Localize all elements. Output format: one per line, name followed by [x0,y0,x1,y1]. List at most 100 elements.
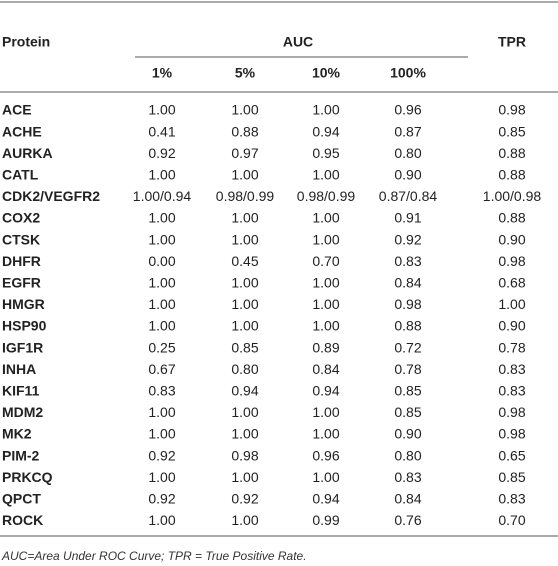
protein-name: ACHE [2,123,42,139]
cell: 0.88 [394,318,421,334]
protein-name: CATL [2,167,39,183]
cell: 0.80 [394,145,421,161]
cell: 1.00 [312,426,339,442]
protein-name: MK2 [2,426,32,442]
cell: 0.76 [394,512,421,528]
cell: 0.85 [498,469,525,485]
cell: 1.00 [148,231,175,247]
cell: 0.94 [312,491,339,507]
cell: 0.88 [498,167,525,183]
cell: 1.00 [312,318,339,334]
cell: 0.87 [394,123,421,139]
cell: 0.85 [231,339,258,355]
protein-name: ROCK [2,512,43,528]
protein-name: INHA [2,361,36,377]
cell: 1.00 [148,512,175,528]
cell: 0.84 [394,491,421,507]
cell: 1.00/0.94 [133,188,192,204]
protein-name: CDK2/VEGFR2 [2,188,100,204]
cell: 1.00 [312,102,339,118]
cell: 0.98 [498,404,525,420]
cell: 1.00 [231,210,258,226]
cell: 1.00 [231,404,258,420]
cell: 0.90 [498,318,525,334]
cell: 0.83 [148,383,175,399]
cell: 0.91 [394,210,421,226]
cell: 1.00 [312,231,339,247]
cell: 0.72 [394,339,421,355]
cell: 1.00 [231,102,258,118]
cell: 0.96 [394,102,421,118]
cell: 1.00 [148,404,175,420]
cell: 0.45 [231,253,258,269]
cell: 0.65 [498,447,525,463]
cell: 1.00 [148,318,175,334]
cell: 0.70 [312,253,339,269]
cell: 0.90 [498,231,525,247]
cell: 1.00 [312,296,339,312]
subheader: 5% [235,65,256,81]
protein-name: COX2 [2,210,40,226]
cell: 0.83 [498,491,525,507]
header-protein: Protein [2,34,50,50]
protein-name: HSP90 [2,318,47,334]
cell: 0.78 [498,339,525,355]
cell: 1.00 [148,210,175,226]
cell: 1.00 [148,102,175,118]
footnote: AUC=Area Under ROC Curve; TPR = True Pos… [1,549,307,563]
cell: 0.90 [394,426,421,442]
cell: 0.89 [312,339,339,355]
cell: 0.92 [394,231,421,247]
protein-name: HMGR [2,296,45,312]
subheader: 1% [152,65,173,81]
cell: 0.98 [394,296,421,312]
protein-name: QPCT [2,491,41,507]
cell: 0.98/0.99 [297,188,356,204]
subheader: 100% [390,65,426,81]
cell: 1.00 [231,275,258,291]
cell: 0.83 [394,253,421,269]
cell: 0.98/0.99 [216,188,275,204]
protein-name: ACE [2,102,32,118]
cell: 1.00 [148,296,175,312]
cell: 1.00/0.98 [483,188,542,204]
cell: 1.00 [231,231,258,247]
cell: 1.00 [231,296,258,312]
cell: 1.00 [148,469,175,485]
cell: 0.94 [231,383,258,399]
cell: 0.98 [498,253,525,269]
cell: 0.92 [231,491,258,507]
cell: 0.92 [148,447,175,463]
cell: 0.88 [498,145,525,161]
cell: 0.98 [231,447,258,463]
cell: 1.00 [312,275,339,291]
protein-name: MDM2 [2,404,43,420]
cell: 1.00 [312,404,339,420]
cell: 1.00 [231,512,258,528]
cell: 0.83 [498,383,525,399]
protein-name: KIF11 [2,383,40,399]
cell: 0.84 [394,275,421,291]
cell: 0.87/0.84 [379,188,438,204]
cell: 0.90 [394,167,421,183]
cell: 0.97 [231,145,258,161]
cell: 0.67 [148,361,175,377]
cell: 0.00 [148,253,175,269]
cell: 1.00 [148,167,175,183]
protein-name: EGFR [2,275,41,291]
cell: 0.25 [148,339,175,355]
cell: 0.70 [498,512,525,528]
cell: 0.78 [394,361,421,377]
cell: 0.83 [394,469,421,485]
cell: 0.92 [148,491,175,507]
cell: 0.85 [394,404,421,420]
cell: 0.92 [148,145,175,161]
cell: 1.00 [231,318,258,334]
subheader: 10% [312,65,341,81]
cell: 0.98 [498,102,525,118]
cell: 0.80 [394,447,421,463]
cell: 1.00 [312,210,339,226]
protein-name: CTSK [2,231,40,247]
cell: 0.88 [498,210,525,226]
